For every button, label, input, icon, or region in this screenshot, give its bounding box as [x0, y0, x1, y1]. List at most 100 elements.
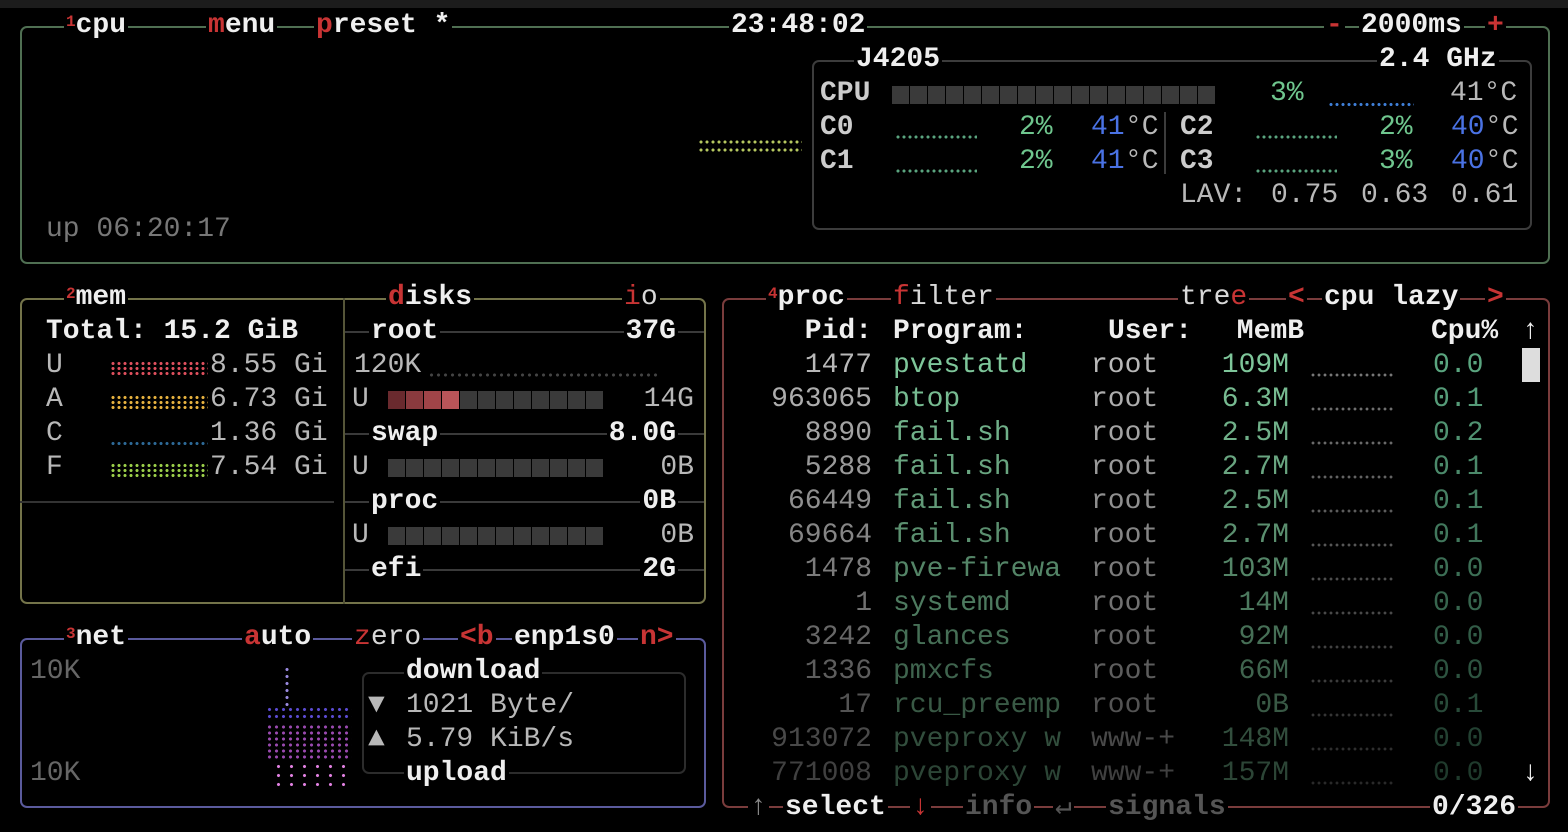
net-auto-toggle[interactable]: auto — [242, 621, 314, 655]
process-program: fail.sh — [893, 520, 1011, 551]
mem-row-label: F — [46, 452, 63, 483]
disk-used-label: U — [352, 520, 369, 551]
process-cpu: 0.0 — [1433, 554, 1484, 585]
core-temp: 40 — [1451, 112, 1485, 143]
header-pid[interactable]: Pid: — [804, 316, 872, 347]
mem-row-graph — [110, 361, 208, 375]
core-label: C3 — [1180, 146, 1214, 177]
process-cpu-graph — [1310, 679, 1394, 683]
process-user: root — [1091, 350, 1159, 381]
signals-button[interactable]: signals — [1106, 791, 1228, 825]
proc-num: 4 — [768, 285, 778, 303]
disk-bar-cell — [514, 527, 532, 545]
header-mem[interactable]: MemB — [1236, 316, 1304, 347]
select-up-icon[interactable]: ↑ — [748, 791, 769, 825]
mem-title-text: mem — [75, 282, 127, 313]
disk-name[interactable]: proc — [369, 485, 441, 519]
disk-bar-cell — [424, 391, 442, 409]
interval-value: 2000ms — [1359, 9, 1464, 43]
net-prev-interface-button[interactable]: <b — [458, 621, 496, 655]
download-label: download — [404, 655, 543, 689]
disks-title[interactable]: disks — [386, 281, 475, 315]
process-row[interactable]: 771008 pveproxy w www-+ 157M 0.0 — [724, 757, 1514, 791]
mem-title[interactable]: 2mem — [64, 281, 129, 315]
process-cpu: 0.1 — [1433, 520, 1484, 551]
select-down-icon[interactable]: ↓ — [910, 791, 931, 825]
disks-rest: isks — [404, 282, 473, 313]
disk-used-label: U — [352, 384, 369, 415]
process-row[interactable]: 963065 btop root 6.3M 0.1 — [724, 383, 1514, 417]
net-upload-graph-tail — [272, 762, 350, 788]
load-average-15: 0.61 — [1451, 180, 1519, 211]
process-cpu: 0.0 — [1433, 350, 1484, 381]
cpu-bar-cell — [1126, 86, 1144, 104]
scroll-up-icon[interactable]: ↑ — [1522, 316, 1539, 347]
sort-next-button[interactable]: > — [1485, 281, 1506, 315]
net-title[interactable]: 3net — [64, 621, 129, 655]
process-row[interactable]: 3242 glances root 92M 0.0 — [724, 621, 1514, 655]
disk-name[interactable]: root — [369, 315, 441, 349]
process-cpu: 0.2 — [1433, 418, 1484, 449]
interval-decrease-button[interactable]: - — [1324, 9, 1345, 43]
cpu-title-text: cpu — [75, 10, 127, 41]
process-row[interactable]: 1 systemd root 14M 0.0 — [724, 587, 1514, 621]
disk-bar-cell — [388, 527, 406, 545]
header-cpu[interactable]: Cpu% — [1431, 316, 1499, 347]
interval-increase-button[interactable]: + — [1485, 9, 1506, 43]
proc-tree-toggle[interactable]: tree — [1178, 281, 1250, 315]
process-cpu-graph — [1310, 747, 1394, 751]
net-scale-top: 10K — [30, 656, 81, 687]
process-row[interactable]: 5288 fail.sh root 2.7M 0.1 — [724, 451, 1514, 485]
cpu-bar-cell — [1198, 86, 1216, 104]
net-zero-toggle[interactable]: zero — [352, 621, 424, 655]
process-row[interactable]: 8890 fail.sh root 2.5M 0.2 — [724, 417, 1514, 451]
core-temp-unit: °C — [1485, 112, 1519, 143]
cpu-total-temp: 41°C — [1450, 78, 1518, 109]
io-toggle[interactable]: io — [622, 281, 660, 315]
scroll-down-icon[interactable]: ↓ — [1522, 758, 1539, 789]
mem-row-value: 8.55 Gi — [210, 350, 328, 381]
process-cpu: 0.0 — [1433, 588, 1484, 619]
cpu-total-percent: 3% — [1270, 78, 1304, 109]
header-user[interactable]: User: — [1108, 316, 1193, 347]
core-percent: 2% — [1379, 112, 1413, 143]
proc-filter-button[interactable]: filter — [891, 281, 996, 315]
disk-bar-cell — [514, 459, 532, 477]
process-user: www-+ — [1091, 758, 1176, 789]
net-next-interface-button[interactable]: n> — [638, 621, 676, 655]
disk-used: 0B — [660, 452, 694, 483]
process-row[interactable]: 913072 pveproxy w www-+ 148M 0.0 — [724, 723, 1514, 757]
process-program: pveproxy w — [893, 724, 1062, 755]
proc-title[interactable]: 4proc — [766, 281, 847, 315]
disk-name[interactable]: swap — [369, 417, 441, 451]
preset-button[interactable]: preset * — [314, 9, 453, 43]
process-row[interactable]: 66449 fail.sh root 2.5M 0.1 — [724, 485, 1514, 519]
disks-key: d — [388, 282, 405, 313]
info-button[interactable]: info — [963, 791, 1035, 825]
process-row[interactable]: 1478 pve-firewa root 103M 0.0 — [724, 553, 1514, 587]
process-user: root — [1091, 622, 1159, 653]
auto-key: a — [244, 622, 261, 653]
process-cpu: 0.1 — [1433, 384, 1484, 415]
process-row[interactable]: 1477 pvestatd root 109M 0.0 — [724, 349, 1514, 383]
disk-bar-cell — [460, 459, 478, 477]
scrollbar-thumb[interactable] — [1522, 348, 1540, 382]
zero-rest: ero — [370, 622, 422, 653]
disk-name[interactable]: efi — [369, 553, 424, 587]
core-temp-unit: °C — [1125, 112, 1159, 143]
process-user: root — [1091, 656, 1159, 687]
sort-prev-button[interactable]: < — [1286, 281, 1307, 315]
core-label: C0 — [820, 112, 854, 143]
menu-button[interactable]: menu — [206, 9, 278, 43]
process-row[interactable]: 1336 pmxcfs root 66M 0.0 — [724, 655, 1514, 689]
mem-disks-divider — [343, 298, 345, 604]
process-row[interactable]: 17 rcu_preemp root 0B 0.1 — [724, 689, 1514, 723]
cpu-title[interactable]: 1cpu — [64, 9, 129, 43]
cpu-model: J4205 — [854, 43, 943, 77]
header-program[interactable]: Program: — [893, 316, 1028, 347]
process-mem: 2.7M — [1221, 520, 1289, 551]
process-user: root — [1091, 418, 1159, 449]
disk-bar-cell — [388, 391, 406, 409]
process-row[interactable]: 69664 fail.sh root 2.7M 0.1 — [724, 519, 1514, 553]
